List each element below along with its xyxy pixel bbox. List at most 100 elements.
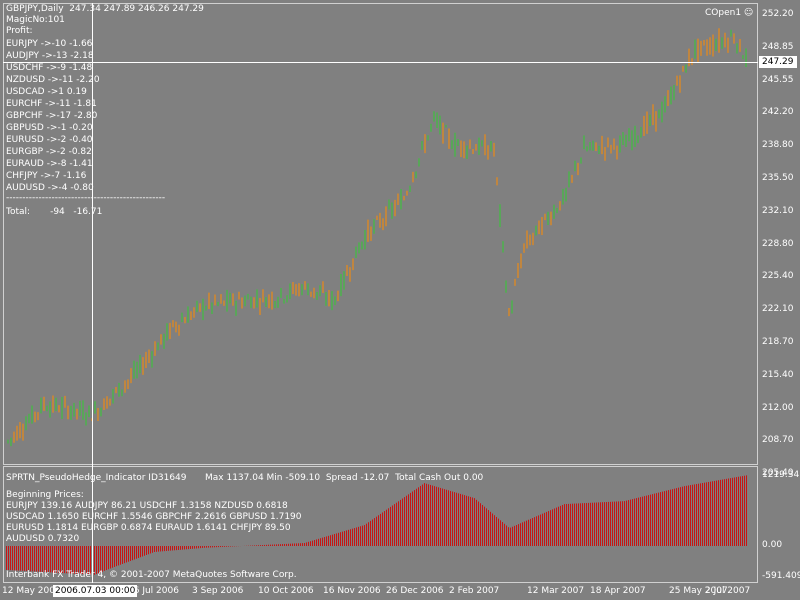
histogram-bar xyxy=(740,476,741,546)
histogram-bar xyxy=(420,485,421,546)
histogram-bar xyxy=(320,538,321,546)
histogram-bar xyxy=(434,486,435,546)
histogram-bar xyxy=(68,546,69,574)
histogram-bar xyxy=(64,546,65,574)
histogram-bar xyxy=(604,502,605,546)
time-tick: 18 Apr 2007 xyxy=(590,586,646,596)
histogram-bar xyxy=(106,546,107,571)
price-tick: 225.40 xyxy=(762,271,794,282)
histogram-bar xyxy=(126,546,127,563)
histogram-bar xyxy=(134,546,135,560)
histogram-bar xyxy=(566,503,567,546)
histogram-bar xyxy=(464,495,465,546)
histogram-bar xyxy=(104,546,105,571)
histogram-bar xyxy=(42,546,43,572)
histogram-bar xyxy=(164,546,165,552)
pair-line: CHFJPY ->-7 -1.16 xyxy=(6,171,87,181)
histogram-bar xyxy=(404,497,405,546)
histogram-bar xyxy=(396,502,397,546)
histogram-bar xyxy=(204,546,205,548)
histogram-bar xyxy=(678,487,679,546)
histogram-bar xyxy=(452,491,453,546)
main-chart-pane[interactable] xyxy=(3,3,758,465)
histogram-bar xyxy=(654,493,655,546)
histogram-bar xyxy=(22,546,23,571)
pair-line: AUDJPY ->-13 -2.18 xyxy=(6,51,94,61)
histogram-bar xyxy=(724,479,725,546)
time-tick: 3 Sep 2006 xyxy=(192,586,244,596)
histogram-bar xyxy=(112,546,113,568)
histogram-bar xyxy=(424,483,425,546)
histogram-bar xyxy=(376,516,377,546)
histogram-bar xyxy=(152,546,153,553)
histogram-bar xyxy=(728,478,729,546)
time-tick: 10 Oct 2006 xyxy=(258,586,314,596)
histogram-bar xyxy=(124,546,125,564)
histogram-bar xyxy=(180,546,181,550)
histogram-bar xyxy=(506,525,507,546)
histogram-bar xyxy=(736,477,737,546)
histogram-bar xyxy=(406,495,407,546)
histogram-bar xyxy=(168,546,169,551)
expert-label: COpen1 ☺ xyxy=(705,8,754,18)
histogram-bar xyxy=(512,526,513,546)
histogram-bar xyxy=(116,546,117,567)
histogram-bar xyxy=(8,546,9,571)
histogram-bar xyxy=(582,503,583,546)
histogram-bar xyxy=(216,546,217,548)
price-tick: 215.40 xyxy=(762,369,794,380)
histogram-bar xyxy=(430,484,431,546)
histogram-bar xyxy=(630,499,631,546)
histogram-bar xyxy=(612,501,613,546)
beginning-price-line: EURUSD 1.1814 EURGBP 0.6874 EURAUD 1.614… xyxy=(6,523,291,533)
histogram-bar xyxy=(480,503,481,546)
chart-header: GBPJPY,Daily 247.34 247.89 246.26 247.29 xyxy=(6,4,204,14)
histogram-bar xyxy=(118,546,119,566)
histogram-bar xyxy=(556,507,557,546)
histogram-bar xyxy=(110,546,111,569)
histogram-bar xyxy=(62,546,63,573)
histogram-bar xyxy=(138,546,139,558)
histogram-bar xyxy=(254,545,255,546)
histogram-bar xyxy=(598,502,599,546)
histogram-bar xyxy=(682,486,683,546)
histogram-bar xyxy=(80,546,81,574)
histogram-bar xyxy=(454,492,455,546)
ind-axis-min: -591.409 xyxy=(762,571,800,581)
price-chart[interactable] xyxy=(4,4,757,464)
histogram-bar xyxy=(220,546,221,548)
histogram-bar xyxy=(66,546,67,574)
pair-line: EURGBP ->-2 -0.82 xyxy=(6,147,92,157)
histogram-bar xyxy=(568,503,569,546)
histogram-bar xyxy=(228,546,229,547)
histogram-bar xyxy=(594,502,595,546)
histogram-bar xyxy=(564,504,565,546)
histogram-bar xyxy=(532,518,533,546)
histogram-bar xyxy=(744,475,745,546)
histogram-bar xyxy=(230,546,231,547)
histogram-bar xyxy=(384,511,385,546)
histogram-bar xyxy=(282,544,283,546)
histogram-bar xyxy=(6,546,7,570)
histogram-bar xyxy=(634,498,635,546)
histogram-bar xyxy=(710,481,711,546)
histogram-bar xyxy=(356,527,357,546)
histogram-bar xyxy=(284,543,285,546)
histogram-bar xyxy=(668,490,669,546)
histogram-bar xyxy=(538,515,539,546)
histogram-bar xyxy=(308,541,309,546)
histogram-bar xyxy=(140,546,141,558)
histogram-bar xyxy=(36,546,37,572)
histogram-bar xyxy=(492,513,493,546)
histogram-bar xyxy=(698,483,699,546)
histogram-bar xyxy=(580,503,581,546)
histogram-bar xyxy=(646,495,647,546)
separator-line: ----------------------------------------… xyxy=(6,193,166,203)
histogram-bar xyxy=(730,478,731,546)
histogram-bar xyxy=(344,531,345,546)
histogram-bar xyxy=(618,501,619,546)
histogram-bar xyxy=(150,546,151,554)
histogram-bar xyxy=(642,496,643,546)
histogram-bar xyxy=(380,513,381,546)
histogram-bar xyxy=(326,536,327,546)
